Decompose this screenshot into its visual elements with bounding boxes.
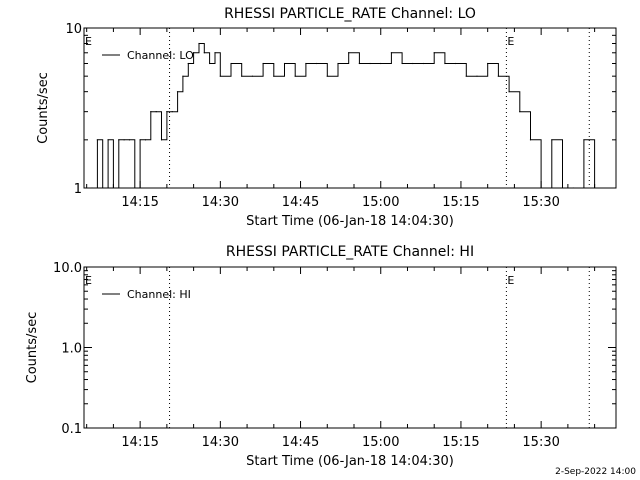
data-point [412, 62, 414, 65]
data-point [561, 187, 564, 188]
data-point [529, 139, 532, 141]
time-marker-label: E [85, 274, 92, 287]
data-point [390, 52, 393, 54]
data-point [107, 139, 109, 141]
time-marker-label: E [507, 35, 514, 48]
data-point [337, 62, 339, 65]
y-tick-label: 0.1 [61, 422, 82, 437]
x-axis-label: Start Time (06-Jan-18 14:04:30) [246, 214, 454, 229]
data-point [476, 75, 478, 77]
x-tick-label: 15:00 [362, 195, 399, 210]
data-point [594, 187, 596, 188]
data-point [203, 52, 205, 54]
y-tick-label: 1 [74, 182, 82, 197]
x-tick-label: 15:15 [442, 195, 479, 210]
y-tick-label: 10.0 [53, 261, 82, 276]
x-tick-label: 15:30 [522, 195, 559, 210]
data-point [241, 75, 243, 77]
data-point [508, 91, 510, 93]
data-point [422, 62, 425, 65]
data-point [572, 187, 574, 188]
data-point [182, 75, 184, 77]
data-point [112, 187, 115, 188]
data-point [171, 111, 173, 113]
data-point [128, 139, 131, 141]
x-axis-label: Start Time (06-Jan-18 14:04:30) [246, 454, 454, 469]
data-point [358, 62, 360, 65]
y-axis-label: Counts/sec [25, 312, 40, 384]
x-tick-label: 14:15 [121, 195, 158, 210]
data-point [160, 139, 163, 141]
data-point [465, 75, 467, 77]
data-point [166, 111, 168, 113]
data-point [193, 52, 195, 54]
chart-panel-2: RHESSI PARTICLE_RATE Channel: HI 14:15 14:… [25, 244, 617, 469]
data-point [326, 75, 328, 77]
legend-label: Channel: LO [127, 49, 194, 62]
data-point [209, 62, 211, 65]
data-point [262, 62, 264, 65]
legend-label: Channel: HI [127, 288, 191, 301]
series-line [92, 43, 596, 188]
x-tick-label: 14:30 [202, 435, 239, 450]
data-point [401, 62, 403, 65]
y-tick-label: 1.0 [61, 342, 82, 357]
footer-timestamp: 2-Sep-2022 14:00 [555, 467, 636, 477]
data-point [433, 52, 435, 54]
data-point [102, 187, 104, 188]
data-point [139, 139, 141, 141]
plot-frame [83, 27, 617, 189]
data-point [96, 139, 98, 141]
data-point [315, 62, 318, 65]
time-marker-label: E [507, 274, 514, 287]
x-tick-label: 15:00 [362, 435, 399, 450]
data-point [454, 62, 457, 65]
data-point [551, 139, 553, 141]
data-point [369, 62, 371, 65]
data-point [118, 139, 120, 141]
data-point [219, 75, 221, 77]
data-point [380, 62, 382, 65]
data-point [540, 187, 542, 188]
data-point [487, 62, 489, 65]
data-point [273, 75, 275, 77]
data-point [348, 52, 350, 54]
data-point [497, 75, 499, 77]
data-point [444, 62, 446, 65]
chart-title: RHESSI PARTICLE_RATE Channel: LO [224, 6, 476, 22]
data-point [155, 111, 157, 113]
data-point [251, 75, 254, 77]
data-point [294, 75, 296, 77]
y-axis-label: Counts/sec [36, 72, 51, 144]
data-point [305, 62, 307, 65]
data-point [519, 111, 521, 113]
data-point [583, 139, 585, 141]
chart-title: RHESSI PARTICLE_RATE Channel: HI [226, 244, 474, 260]
x-tick-label: 14:45 [282, 195, 319, 210]
data-point [91, 187, 93, 188]
x-tick-label: 14:45 [282, 435, 319, 450]
x-tick-label: 15:15 [442, 435, 479, 450]
time-marker-label: E [85, 35, 92, 48]
data-point [187, 62, 189, 65]
y-tick-label: 10 [65, 22, 82, 37]
data-point [150, 111, 152, 113]
data-point [283, 62, 286, 65]
data-point [176, 91, 179, 93]
data-point [144, 139, 147, 141]
data-point [198, 42, 200, 45]
data-point [214, 52, 216, 54]
x-tick-label: 15:30 [522, 435, 559, 450]
x-tick-label: 14:30 [202, 195, 239, 210]
data-point [123, 139, 125, 141]
data-point [134, 187, 136, 188]
data-point [230, 62, 232, 65]
chart-panel-1: RHESSI PARTICLE_RATE Channel: LO 14:15 14:… [36, 6, 617, 229]
x-tick-label: 14:15 [121, 435, 158, 450]
